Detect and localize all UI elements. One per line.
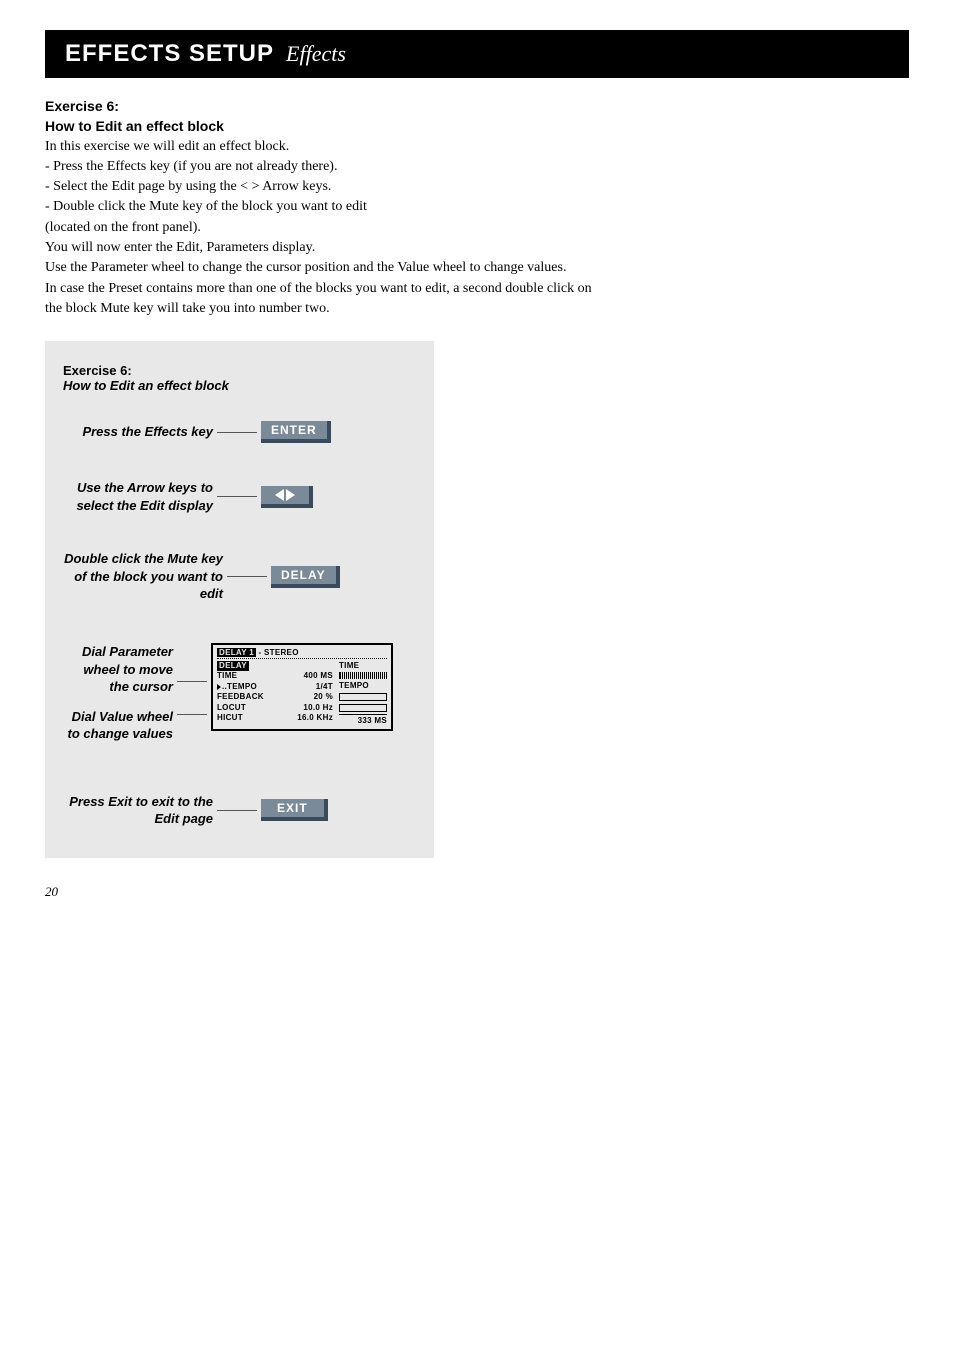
body-line: You will now enter the Edit, Parameters …	[45, 238, 605, 258]
lcd-labels: Dial Parameter wheel to move the cursor …	[63, 643, 173, 743]
step-label: Double click the Mute key of the block y…	[63, 550, 223, 603]
header-bar: EFFECTS SETUP Effects	[45, 30, 909, 78]
connector-line	[177, 714, 207, 715]
step-label: Use the Arrow keys to select the Edit di…	[63, 479, 213, 514]
lcd-row: TIME 400 MS	[217, 671, 333, 681]
body-line: In case the Preset contains more than on…	[45, 279, 605, 320]
arrow-right-icon	[286, 489, 295, 501]
step-label: Dial Parameter wheel to move the cursor	[63, 643, 173, 696]
lcd-name: LOCUT	[217, 703, 246, 713]
enter-button: ENTER	[261, 421, 331, 443]
lcd-connectors	[173, 643, 211, 731]
step-press-exit: Press Exit to exit to the Edit page EXIT	[63, 793, 416, 828]
diagram-ex-title: How to Edit an effect block	[63, 378, 416, 393]
exercise-label: Exercise 6:	[45, 96, 605, 116]
lcd-columns: DELAY TIME 400 MS ..TEMPO 1/4T FEEDBACK …	[217, 661, 387, 725]
body-line: - Press the Effects key (if you are not …	[45, 157, 605, 177]
body-line: - Select the Edit page by using the < > …	[45, 177, 605, 197]
connector-line	[217, 496, 257, 497]
lcd-title-b: - STEREO	[256, 648, 299, 657]
lcd-value: 400 MS	[304, 671, 333, 681]
lcd-left-col: DELAY TIME 400 MS ..TEMPO 1/4T FEEDBACK …	[217, 661, 333, 725]
lcd-value: 10.0 Hz	[303, 703, 333, 713]
page-number: 20	[45, 884, 909, 900]
arrow-left-icon	[275, 489, 284, 501]
lcd-name: DELAY	[217, 661, 249, 671]
diagram-box: Exercise 6: How to Edit an effect block …	[45, 341, 434, 858]
lcd-value: 20 %	[314, 692, 333, 702]
button-label: EXIT	[277, 801, 308, 815]
lcd-right-label: TIME	[339, 661, 387, 670]
lcd-time-bar	[339, 672, 387, 679]
step-label: Press the Effects key	[63, 423, 213, 441]
connector-line	[217, 432, 257, 433]
exit-button: EXIT	[261, 799, 328, 821]
cursor-icon	[217, 684, 221, 690]
button-label: DELAY	[281, 568, 326, 582]
lcd-value: 16.0 KHz	[297, 713, 333, 723]
lcd-group: Dial Parameter wheel to move the cursor …	[63, 643, 416, 743]
header-title: EFFECTS SETUP	[65, 40, 274, 67]
lcd-row: ..TEMPO 1/4T	[217, 682, 333, 692]
connector-line	[227, 576, 267, 577]
lcd-title-a: DELAY 1	[217, 648, 256, 657]
body-line: - Double click the Mute key of the block…	[45, 197, 605, 217]
lcd-row: HICUT 16.0 KHz	[217, 713, 333, 723]
diagram-ex-label: Exercise 6:	[63, 363, 416, 378]
lcd-right-value: 333 MS	[339, 714, 387, 725]
lcd-name: FEEDBACK	[217, 692, 264, 702]
header-subtitle: Effects	[286, 41, 346, 66]
arrow-icons	[275, 489, 295, 501]
lcd-title: DELAY 1 - STEREO	[217, 648, 387, 659]
exercise-text: Exercise 6: How to Edit an effect block …	[45, 96, 605, 319]
exercise-title: How to Edit an effect block	[45, 116, 605, 136]
step-double-click: Double click the Mute key of the block y…	[63, 550, 416, 603]
lcd-right-label: TEMPO	[339, 681, 387, 690]
lcd-tempo-box	[339, 693, 387, 701]
connector-line	[217, 810, 257, 811]
arrow-button	[261, 486, 313, 508]
body-line: Use the Parameter wheel to change the cu…	[45, 258, 605, 278]
lcd-tempo-box	[339, 704, 387, 712]
lcd-row: FEEDBACK 20 %	[217, 692, 333, 702]
body-line: In this exercise we will edit an effect …	[45, 137, 605, 157]
step-press-effects: Press the Effects key ENTER	[63, 421, 416, 443]
lcd-right-col: TIME TEMPO 333 MS	[339, 661, 387, 725]
lcd-panel: DELAY 1 - STEREO DELAY TIME 400 MS ..TEM…	[211, 643, 393, 731]
lcd-name: ..TEMPO	[217, 682, 257, 692]
connector-line	[177, 681, 207, 682]
button-label: ENTER	[271, 423, 317, 437]
lcd-name: HICUT	[217, 713, 243, 723]
delay-button: DELAY	[271, 566, 340, 588]
body-line: (located on the front panel).	[45, 218, 605, 238]
lcd-row: DELAY	[217, 661, 333, 671]
lcd-row: LOCUT 10.0 Hz	[217, 703, 333, 713]
lcd-name: TIME	[217, 671, 237, 681]
lcd-value: 1/4T	[316, 682, 333, 692]
step-label: Press Exit to exit to the Edit page	[63, 793, 213, 828]
step-label: Dial Value wheel to change values	[63, 708, 173, 743]
step-arrow-keys: Use the Arrow keys to select the Edit di…	[63, 479, 416, 514]
